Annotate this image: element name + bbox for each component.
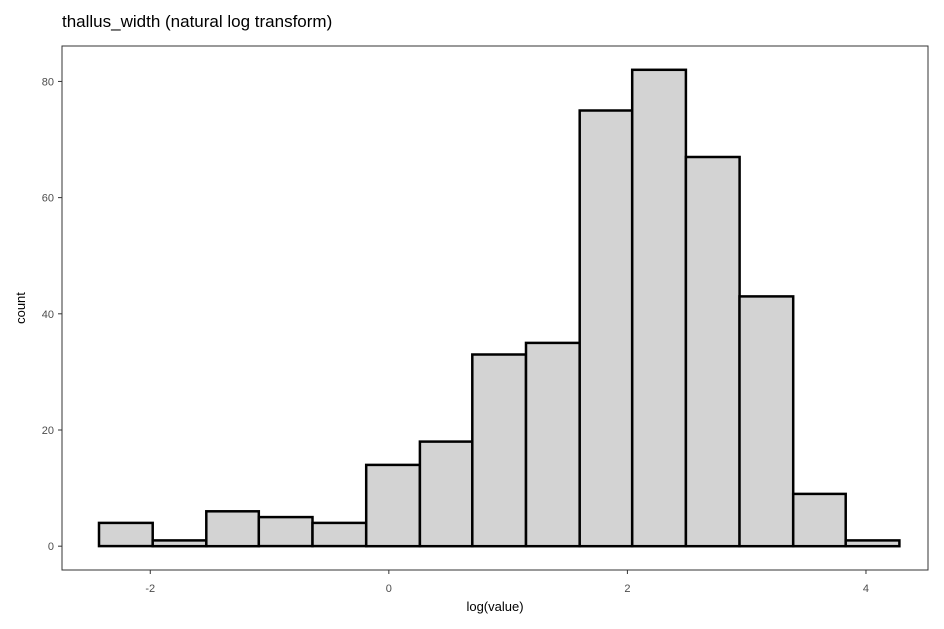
y-tick-label: 60 [42,193,54,205]
chart-title: thallus_width (natural log transform) [62,12,332,31]
histogram-bar [153,540,207,546]
histogram-bar [580,111,633,547]
x-tick-label: 4 [863,583,869,595]
x-tick-label: 0 [386,583,392,595]
y-tick-label: 0 [48,541,54,553]
y-tick-label: 80 [42,76,54,88]
histogram-bar [99,523,153,546]
histogram-bar [740,296,794,546]
histogram-bar [259,517,313,546]
histogram-bar [472,355,526,547]
y-axis-title: count [13,292,28,324]
histogram-bar [420,442,473,547]
x-tick-label: 2 [624,583,630,595]
histogram-bar [526,343,580,546]
histogram-bar [632,70,686,546]
x-tick-label: -2 [145,583,155,595]
histogram-bar [846,540,900,546]
bars-layer [99,70,899,546]
x-axis-title: log(value) [466,599,523,614]
y-tick-label: 20 [42,425,54,437]
y-tick-label: 40 [42,309,54,321]
y-axis: 0 20 40 60 80 [42,76,62,553]
histogram-bar [313,523,367,546]
histogram-bar [793,494,846,546]
histogram-bar [366,465,420,546]
histogram-bar [686,157,740,546]
x-axis: -2 0 2 4 [145,570,869,595]
histogram-bar [206,511,258,546]
